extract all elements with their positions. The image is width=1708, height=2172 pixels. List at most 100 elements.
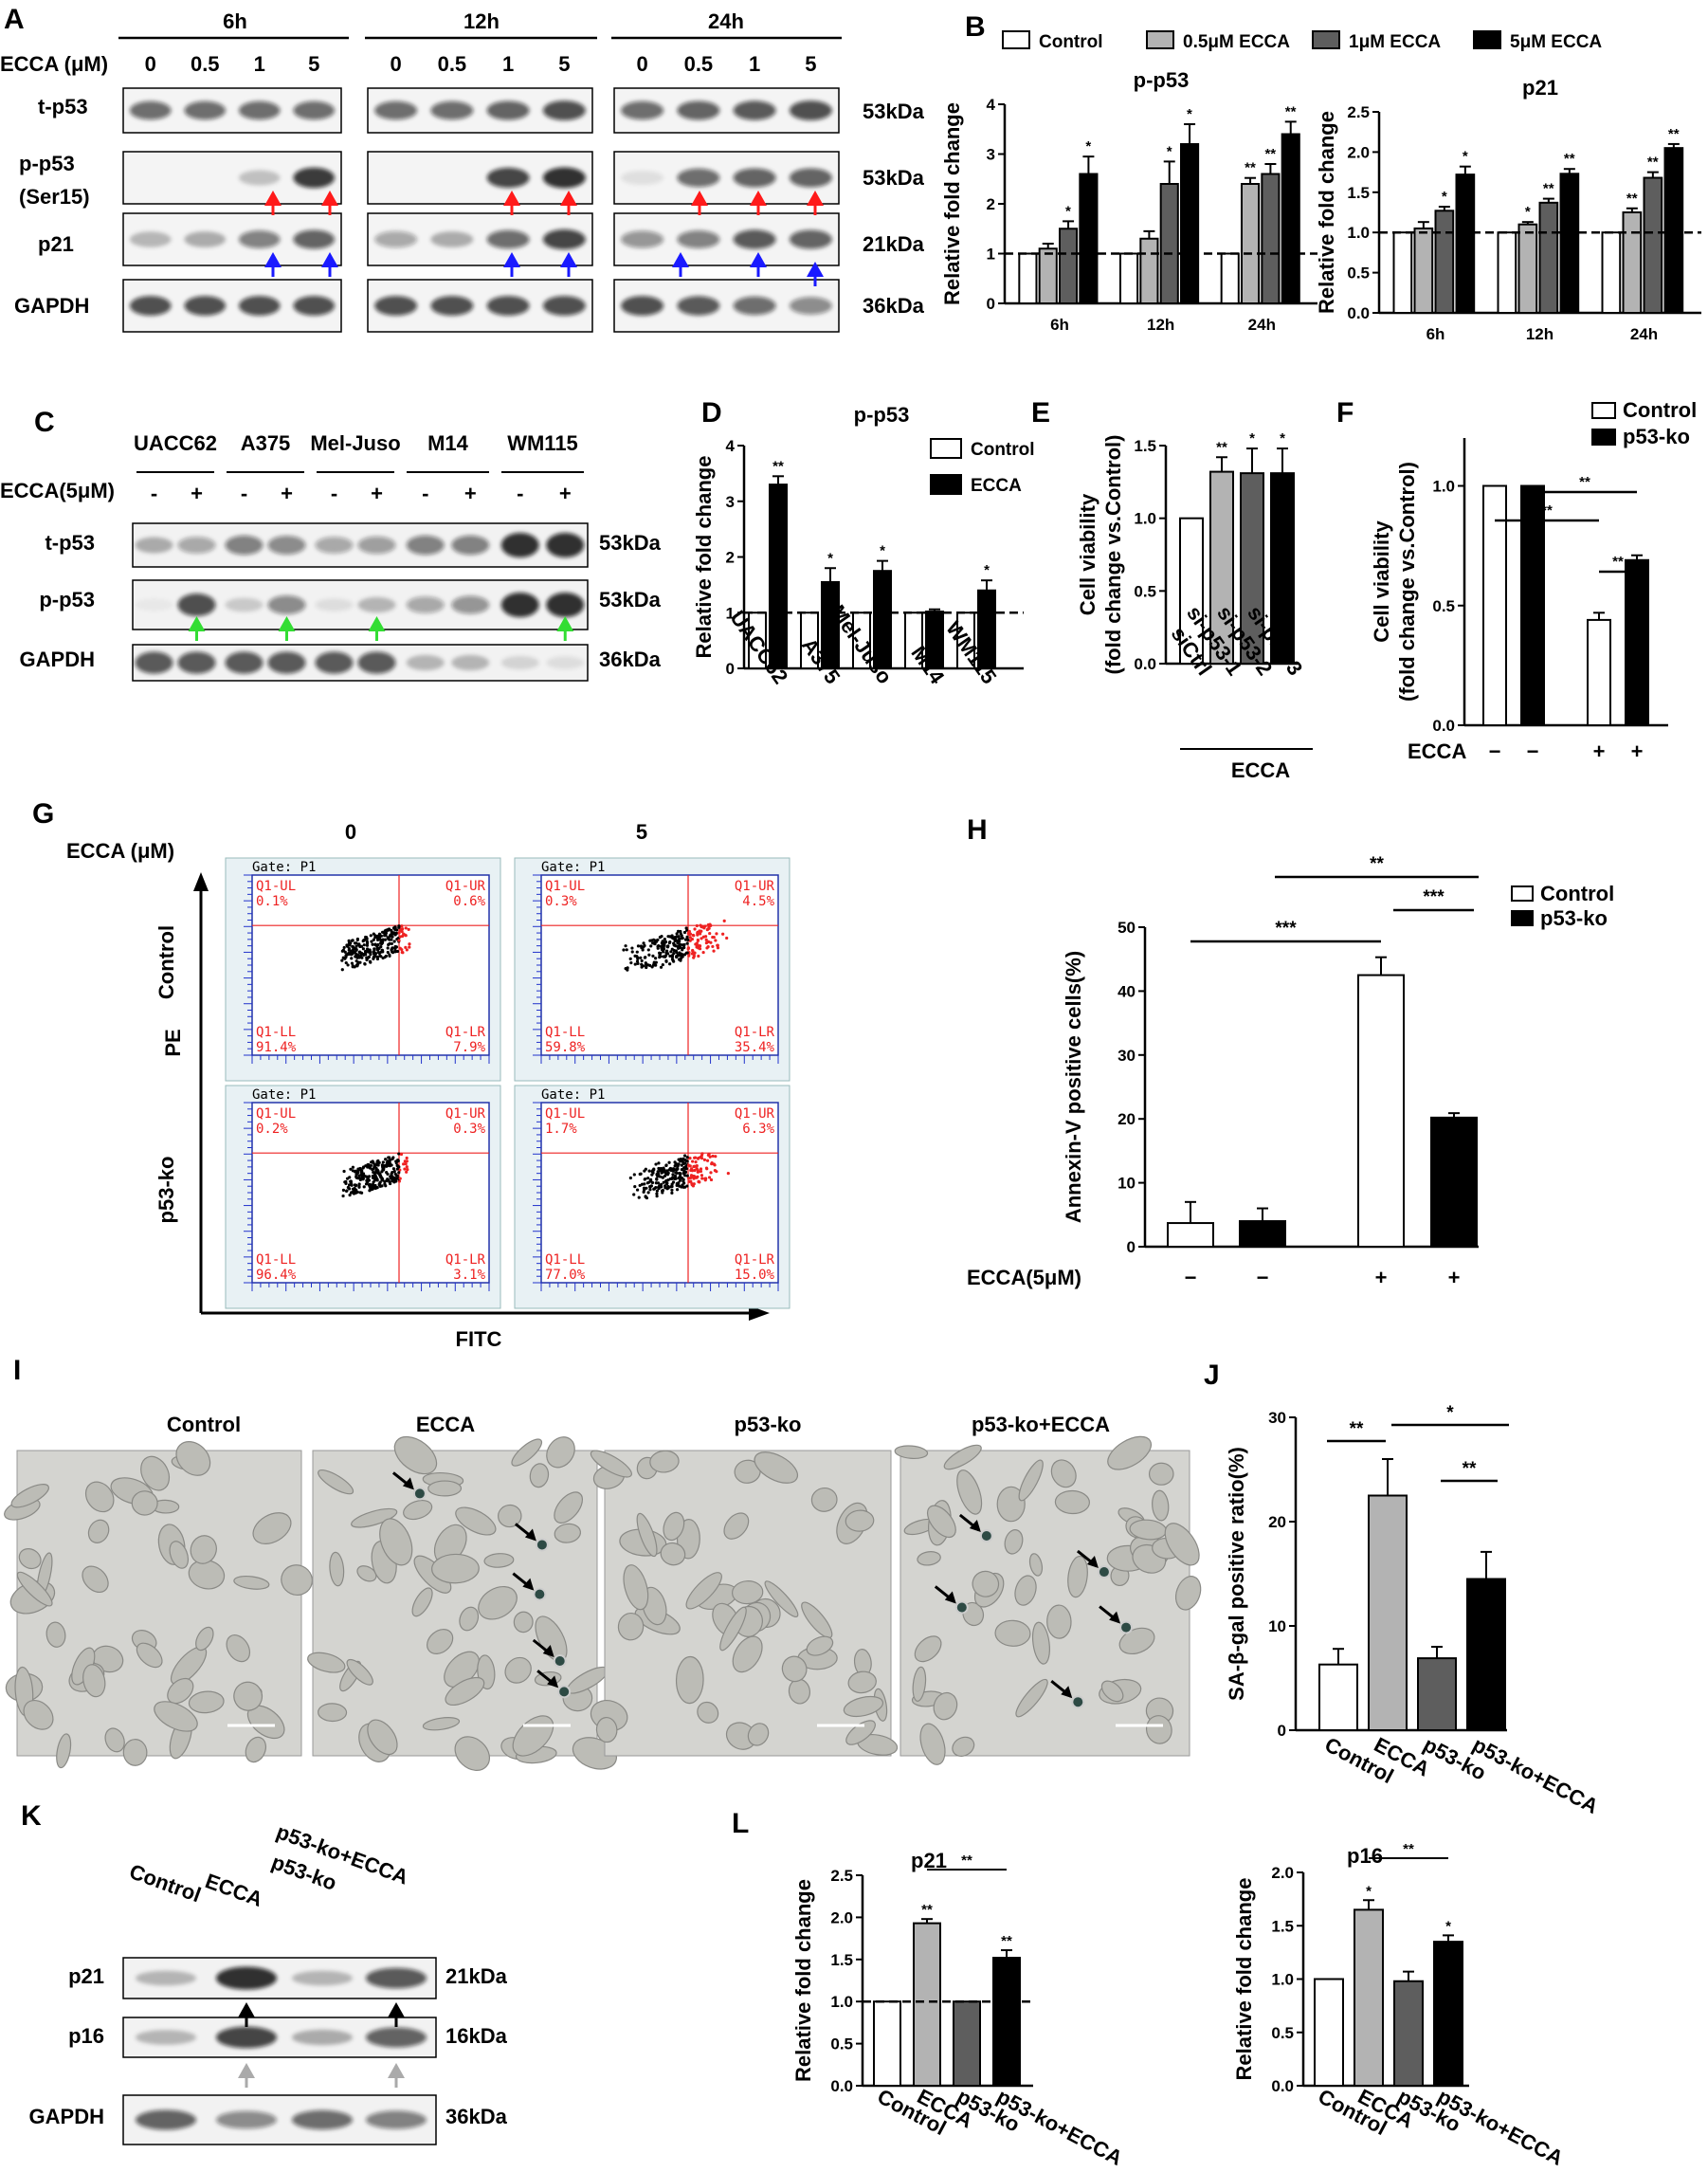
- flow-event-dot: [678, 940, 681, 943]
- micrograph-cell: [1145, 1715, 1172, 1744]
- flow-event-dot: [687, 1179, 692, 1183]
- flow-event-dot: [635, 950, 639, 954]
- blot-k-band: [366, 2027, 427, 2048]
- flow-event-dot: [372, 1186, 376, 1190]
- chart-j-xtick: p53-ko+ECCA: [1469, 1732, 1603, 1818]
- chart-d-legend-swatch: [930, 474, 962, 495]
- flow-q-ur-name: Q1-UR: [445, 1106, 486, 1122]
- flow-event-dot: [368, 949, 372, 953]
- flow-event-dot: [699, 932, 702, 936]
- chart-B1-sig: *: [1167, 143, 1172, 159]
- blot-a-kda-4: 36kDa: [863, 294, 925, 318]
- chart-B1-sig: **: [1285, 103, 1297, 119]
- F-y-tick-label: 0.5: [1432, 597, 1455, 615]
- D-y-tick-label: 2: [726, 549, 735, 567]
- micrograph-cell: [1107, 1435, 1153, 1470]
- blot-c-band: [135, 598, 173, 611]
- flow-event-dot: [688, 932, 693, 936]
- flow-q-ll-value: 59.8%: [545, 1040, 586, 1055]
- flow-event-dot: [699, 1155, 702, 1159]
- flow-event-dot: [393, 948, 397, 953]
- flow-event-dot: [649, 944, 653, 948]
- micrograph-arrow-head: [402, 1477, 414, 1490]
- flow-event-dot: [407, 927, 410, 931]
- flow-event-dot: [657, 1172, 661, 1177]
- red-arrow-head: [321, 191, 338, 206]
- D-y-tick-label: 1: [726, 604, 735, 622]
- flow-event-dot: [636, 956, 640, 959]
- blot-k-band: [216, 2026, 277, 2049]
- flow-event-dot: [346, 1185, 350, 1190]
- micrograph-cell: [919, 1723, 946, 1765]
- flow-event-dot: [654, 1181, 658, 1185]
- micrograph-senescent-cell: [412, 1487, 427, 1501]
- chart-B1-sig: **: [1245, 160, 1256, 176]
- chart-B1-bar: [1079, 173, 1099, 304]
- flow-event-dot: [703, 1178, 707, 1182]
- flow-event-dot: [709, 1171, 713, 1175]
- flow-event-dot: [702, 1158, 707, 1161]
- blot-k-lane-ecca: ECCA: [202, 1869, 265, 1911]
- flow-event-dot: [649, 939, 654, 942]
- panel-b-legend: Control 0.5μM ECCA 1μM ECCA 5μM ECCA: [1002, 30, 1602, 52]
- flow-event-dot: [657, 1186, 661, 1190]
- flow-event-dot: [630, 950, 634, 954]
- flow-event-dot: [672, 951, 676, 956]
- flow-event-dot: [372, 1165, 376, 1169]
- blot-c-line-label: A375: [241, 431, 291, 455]
- flow-event-dot: [686, 947, 690, 951]
- flow-event-dot: [628, 957, 632, 960]
- micrograph-cell: [513, 1611, 534, 1634]
- legend-b-swatch: [1473, 30, 1501, 49]
- micrograph-cell: [84, 1481, 115, 1513]
- flow-event-dot: [384, 931, 389, 935]
- micrograph-cell: [131, 1490, 158, 1516]
- flow-event-dot: [385, 1160, 389, 1164]
- flow-event-dot: [632, 1193, 636, 1196]
- chart-B2-bar: [1392, 231, 1413, 314]
- chart-B1-xtick: 6h: [1050, 316, 1069, 334]
- blot-a-conc-label: 5: [558, 52, 570, 76]
- flow-event-dot: [344, 961, 348, 965]
- flow-event-dot: [670, 1182, 674, 1186]
- blue-arrow-head: [750, 252, 767, 267]
- blot-k-band: [366, 1967, 427, 1989]
- blot-a-band: [677, 168, 720, 188]
- micrograph-cell: [379, 1518, 413, 1566]
- flow-event-dot: [354, 941, 358, 945]
- flow-event-dot: [707, 926, 711, 930]
- flow-event-dot: [639, 956, 643, 959]
- micrograph-cell: [1050, 1459, 1077, 1488]
- blot-a-band: [733, 229, 776, 249]
- flow-event-dot: [692, 1174, 696, 1178]
- flow-event-dot: [650, 965, 654, 969]
- chart-e-ylabel: Cell viability: [1076, 493, 1099, 615]
- D-y-tick-label: 4: [726, 437, 736, 455]
- flow-event-dot: [650, 1169, 654, 1174]
- micrograph-cell: [329, 1551, 345, 1587]
- micrograph-cell: [847, 1670, 877, 1694]
- blot-a-band: [621, 100, 664, 120]
- micrograph-cell: [367, 1719, 398, 1756]
- flow-event-dot: [675, 1188, 680, 1192]
- red-arrow-head: [691, 191, 708, 206]
- flow-event-dot: [700, 1177, 704, 1180]
- flow-event-dot: [670, 947, 674, 951]
- flow-event-dot: [670, 1188, 674, 1192]
- flow-event-dot: [714, 1155, 718, 1159]
- micrograph-cell: [427, 1480, 463, 1497]
- panel-letter-h: H: [967, 814, 988, 846]
- flow-event-dot: [655, 1192, 659, 1196]
- flow-event-dot: [687, 954, 691, 958]
- flow-event-dot: [398, 1177, 402, 1180]
- flow-event-dot: [682, 942, 686, 947]
- flow-event-dot: [681, 1161, 685, 1165]
- flow-event-dot: [644, 1167, 647, 1171]
- panel-letter-g: G: [32, 798, 54, 830]
- panel-a-western-blot: 6h 12h 24h ECCA (μM) 0 0.5 1 5 0 0.5 1 5 0 0.5 1 5 …: [0, 9, 925, 333]
- flow-event-dot: [349, 951, 353, 955]
- flow-event-dot: [716, 943, 719, 947]
- flow-event-dot: [669, 950, 673, 954]
- flow-event-dot: [681, 936, 684, 940]
- chart-j-bar: [1318, 1663, 1358, 1731]
